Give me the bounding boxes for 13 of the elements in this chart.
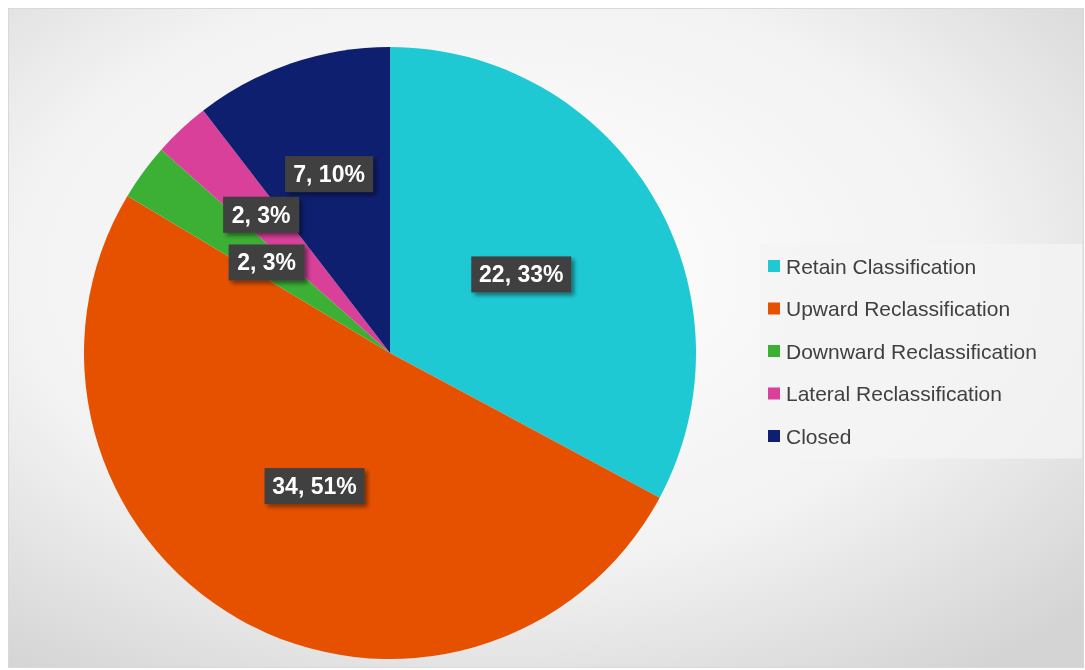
data-label: 22, 33%	[479, 261, 564, 288]
legend-label: Retain Classification	[786, 254, 977, 278]
data-label: 7, 10%	[293, 161, 365, 188]
pie-slice	[390, 47, 696, 498]
pie-slice	[203, 47, 390, 353]
legend-label: Upward Reclassification	[786, 297, 1011, 320]
pie-slice	[84, 195, 660, 659]
data-label: 2, 3%	[231, 201, 291, 228]
data-label: 2, 3%	[237, 249, 297, 276]
data-label: 34, 51%	[272, 473, 357, 500]
legend-label: Downward Reclassification	[786, 339, 1037, 363]
legend-label: Closed	[786, 424, 852, 448]
legend-label: Lateral Reclassification	[786, 382, 1002, 405]
